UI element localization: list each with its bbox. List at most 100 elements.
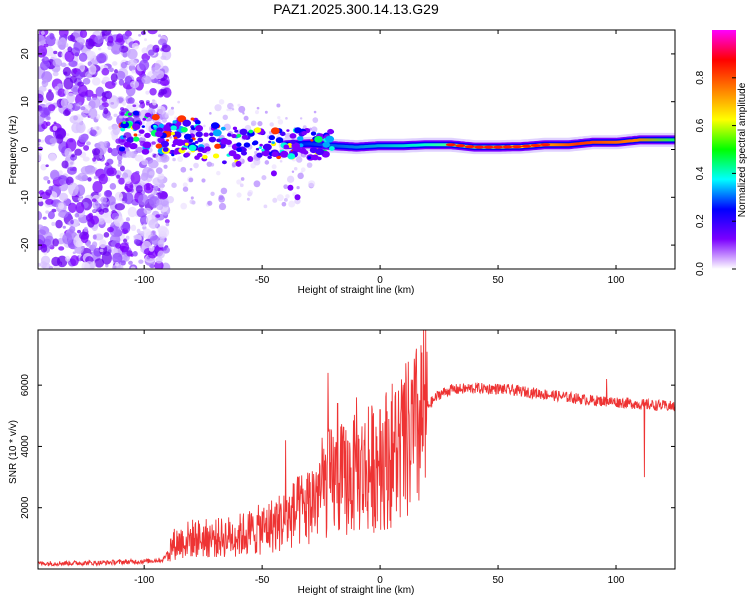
spectrogram-noise-cell — [135, 170, 140, 175]
spectrogram-signal-blob — [158, 123, 165, 129]
spectrogram-signal-blob — [153, 124, 157, 128]
spectrogram-noise-cell — [148, 171, 154, 176]
spectrogram-noise-cell — [160, 187, 164, 191]
spectrogram-noise-cell — [67, 34, 76, 42]
spectrogram-noise-cell — [52, 238, 59, 247]
snr-y-ticks: 2000 4000 6000 — [20, 374, 675, 519]
spectrogram-noise-cell — [62, 232, 73, 245]
spectrogram-noise-cell — [66, 63, 70, 68]
spectrogram-noise-cell — [87, 177, 92, 182]
spectrogram-noise-cell — [77, 229, 81, 234]
spectrogram-signal-blob — [198, 146, 205, 152]
spectrogram-noise-cell — [257, 121, 263, 127]
spectrogram-signal-blob — [303, 150, 309, 155]
spectrogram-noise-cell — [276, 194, 284, 202]
spectrogram-signal-blob — [133, 136, 140, 142]
spectrogram-signal-blob — [262, 143, 272, 151]
spectrogram-noise-cell — [288, 200, 296, 208]
spectrogram-noise-cell — [302, 125, 307, 130]
spectrogram-noise-cell — [51, 221, 56, 227]
spectrogram-noise-cell — [82, 77, 91, 85]
spectrogram-noise-cell — [236, 179, 242, 185]
spectrogram-noise-cell — [188, 177, 194, 183]
spectrogram-noise-cell — [125, 217, 131, 222]
spectrogram-signal-blob — [254, 127, 262, 133]
spectrogram-signal-blob — [241, 134, 249, 140]
spectrogram-signal-blob — [290, 139, 296, 145]
spectrogram-signal-blob — [170, 131, 176, 136]
spectrogram-noise-cell — [109, 182, 117, 190]
spectrogram-noise-cell — [59, 192, 69, 202]
spectrogram-noise-cell — [86, 141, 91, 146]
spectrogram-noise-cell — [80, 106, 86, 111]
spectrogram-noise-cell — [264, 160, 270, 165]
spectrogram-signal-blob — [122, 121, 126, 124]
spectrogram-signal-blob — [236, 133, 242, 138]
snr-ytick-label: 4000 — [20, 435, 31, 458]
spectrogram-noise-cell — [38, 262, 41, 267]
spectrogram-noise-cell — [182, 186, 189, 192]
spectrogram-noise-cell — [108, 95, 119, 109]
spectrogram-signal-blob — [258, 146, 263, 150]
spectrogram-noise-cell — [145, 90, 150, 95]
spectrogram-signal-blob — [144, 132, 151, 138]
spectrogram-noise-cell — [40, 243, 47, 248]
spectrogram-signal-blob — [184, 142, 189, 146]
spectrogram-noise-cell — [62, 66, 72, 77]
spectrogram-peak-spot — [493, 145, 504, 149]
spectrogram-noise-cell — [60, 98, 68, 108]
spectrogram-xtick-label: -50 — [255, 275, 270, 286]
spectrogram-noise-cell — [311, 126, 318, 133]
spectrogram-signal-blob — [228, 150, 237, 157]
spectrogram-noise-cell — [279, 159, 283, 163]
spectrogram-noise-cell — [286, 175, 295, 183]
spectrogram-signal-blob — [141, 148, 150, 155]
spectrogram-noise-cell — [122, 51, 128, 58]
spectrogram-noise-cell — [98, 104, 105, 110]
spectrogram-peak-spot — [511, 145, 522, 149]
figure-title: PAZ1.2025.300.14.13.G29 — [273, 1, 439, 17]
spectrogram-noise-cell — [161, 117, 167, 123]
spectrogram-noise-cell — [62, 225, 66, 229]
spectrogram-signal-blob — [287, 153, 296, 160]
spectrogram-signal-blob — [286, 129, 290, 132]
spectrogram-noise-cell — [127, 59, 138, 67]
spectrogram-noise-cell — [38, 138, 41, 143]
spectrogram-noise-cell — [201, 178, 206, 183]
spectrogram-noise-cell — [65, 255, 71, 262]
spectrogram-noise-cell — [130, 172, 141, 185]
spectrogram-noise-cell — [135, 185, 143, 194]
snr-ylabel: SNR (10 * v/v) — [8, 420, 19, 484]
spectrogram-noise-cell — [43, 176, 49, 181]
spectrogram-noise-cell — [105, 263, 109, 268]
spectrogram-noise-cell — [124, 75, 133, 85]
spectrogram-noise-cell — [75, 121, 86, 134]
spectrogram-peak-spot — [540, 143, 551, 147]
spectrogram-signal-blob — [325, 135, 335, 143]
spectrogram-noise-cell — [159, 191, 168, 200]
spectrogram-signal-blob — [210, 122, 220, 129]
spectrogram-noise-cell — [276, 103, 281, 108]
spectrogram-noise-cell — [180, 166, 187, 173]
spectrogram-noise-cell — [93, 175, 99, 180]
spectrogram-noise-cell — [106, 142, 110, 146]
spectrogram-noise-cell — [53, 50, 58, 55]
spectrogram-noise-cell — [291, 170, 295, 173]
spectrogram-noise-cell — [98, 47, 102, 51]
spectrogram-signal-blob — [270, 127, 280, 135]
spectrogram-xtick-label: 0 — [377, 275, 383, 286]
spectrogram-noise-cell — [239, 183, 244, 188]
spectrogram-ytick-label: 20 — [20, 48, 31, 60]
spectrogram-noise-cell — [62, 109, 71, 117]
spectrogram-noise-cell — [59, 178, 66, 186]
spectrogram-noise-cell — [110, 41, 122, 55]
spectrogram-noise-cell — [110, 148, 119, 157]
spectrogram-signal-blob — [220, 137, 229, 145]
spectrogram-noise-cell — [67, 103, 73, 110]
spectrogram-noise-cell — [48, 153, 57, 162]
colorbar-ticks: 0.0 0.2 0.4 0.6 0.8 — [695, 70, 736, 276]
spectrogram-noise-cell — [54, 127, 66, 140]
spectrogram-noise-cell — [55, 219, 63, 229]
spectrogram-noise-cell — [177, 100, 180, 104]
spectrogram-noise-cell — [264, 110, 268, 114]
